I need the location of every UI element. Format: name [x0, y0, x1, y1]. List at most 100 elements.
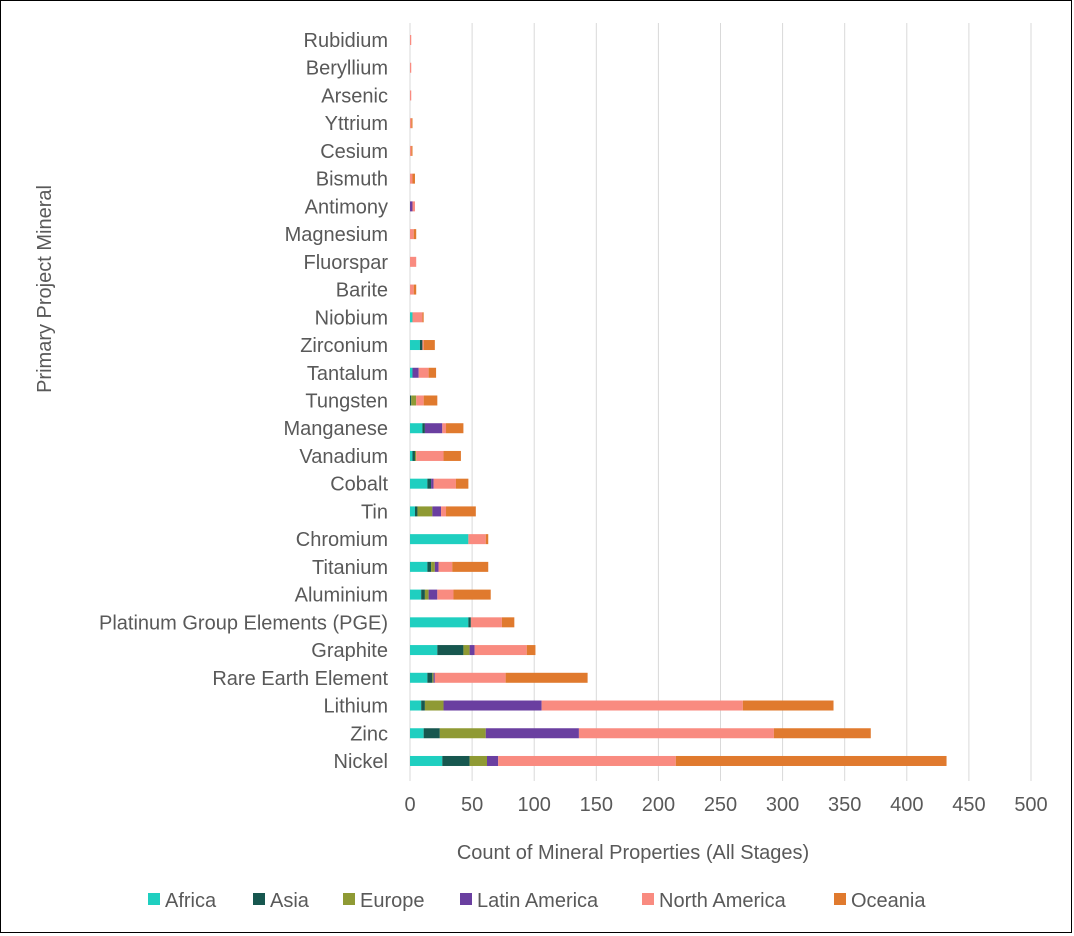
bar-segment-africa	[410, 478, 428, 489]
bar-segment-oceania	[411, 118, 413, 129]
bar-segment-north-america	[412, 312, 423, 323]
bar-segment-oceania	[452, 561, 489, 572]
category-label: Magnesium	[285, 224, 388, 246]
bar-segment-oceania	[485, 534, 489, 545]
category-label: Rubidium	[304, 30, 388, 52]
legend-swatch	[343, 893, 355, 905]
category-label: Fluorspar	[304, 252, 389, 274]
bar-segment-north-america	[468, 534, 486, 545]
category-label: Antimony	[305, 196, 388, 218]
bar-segment-europe	[463, 645, 470, 656]
bar-segment-oceania	[446, 506, 476, 517]
category-label: Graphite	[311, 640, 388, 662]
bar-segment-oceania	[411, 145, 413, 156]
bar-segment-oceania	[428, 367, 437, 378]
category-label: Lithium	[324, 696, 388, 718]
legend-label: Latin America	[477, 890, 599, 912]
bar-segment-oceania	[501, 617, 515, 628]
bar-segment-north-america	[410, 173, 413, 184]
bars	[410, 35, 947, 766]
bar-segment-north-america	[474, 645, 527, 656]
bar-segment-north-america	[410, 284, 414, 295]
bar-segment-latin-america	[424, 423, 443, 434]
bar-segment-africa	[410, 534, 469, 545]
x-tick-label: 300	[766, 794, 799, 816]
category-label: Tantalum	[307, 363, 388, 385]
bar-segment-oceania	[773, 728, 871, 739]
x-tick-label: 500	[1014, 794, 1047, 816]
bar-segment-europe	[417, 506, 433, 517]
category-label: Yttrium	[325, 113, 388, 135]
category-label: Chromium	[296, 529, 388, 551]
bar-segment-north-america	[410, 118, 412, 129]
bar-segment-north-america	[416, 450, 444, 461]
legend-label: Europe	[360, 890, 425, 912]
category-label: Arsenic	[321, 85, 388, 107]
bar-segment-oceania	[413, 284, 417, 295]
legend: Africa Asia Europe Latin America North Ameri…	[148, 890, 926, 912]
x-axis-title: Count of Mineral Properties (All Stages)	[457, 842, 809, 864]
bar-segment-north-america	[438, 561, 453, 572]
bar-segment-europe	[424, 700, 444, 711]
gridlines	[409, 23, 1032, 781]
bar-segment-north-america	[412, 201, 415, 212]
x-tick-label: 350	[828, 794, 861, 816]
bar-segment-north-america	[410, 229, 414, 240]
bar-segment-oceania	[505, 672, 588, 683]
bar-segment-latin-america	[412, 367, 419, 378]
bar-segment-africa	[410, 506, 415, 517]
bar-segment-latin-america	[434, 561, 439, 572]
category-label: Platinum Group Elements (PGE)	[99, 612, 388, 634]
bar-segment-north-america	[410, 256, 417, 267]
bar-segment-asia	[423, 728, 440, 739]
category-label: Vanadium	[299, 446, 388, 468]
legend-swatch	[460, 893, 472, 905]
bar-segment-europe	[432, 672, 434, 683]
x-tick-label: 0	[404, 794, 415, 816]
category-label: Bismuth	[316, 169, 388, 191]
bar-segment-north-america	[541, 700, 743, 711]
bar-segment-asia	[437, 645, 464, 656]
bar-segment-latin-america	[487, 755, 499, 766]
bar-segment-africa	[410, 589, 422, 600]
bar-segment-asia	[419, 340, 423, 351]
category-label: Manganese	[283, 418, 388, 440]
bar-segment-latin-america	[469, 645, 475, 656]
bar-segment-oceania	[675, 755, 947, 766]
bar-segment-latin-america	[433, 672, 435, 683]
category-labels: Rubidium Beryllium Arsenic Yttrium Cesium Bis…	[99, 30, 388, 773]
bar-segment-europe	[424, 589, 429, 600]
category-label: Nickel	[334, 751, 388, 773]
bar-segment-europe	[469, 755, 488, 766]
legend-swatch	[253, 893, 265, 905]
category-label: Cobalt	[330, 474, 388, 496]
legend-label: Asia	[270, 890, 310, 912]
bar-segment-africa	[410, 561, 428, 572]
bar-segment-africa	[410, 450, 413, 461]
legend-swatch	[148, 893, 160, 905]
bar-segment-africa	[410, 367, 413, 378]
bar-segment-north-america	[437, 589, 454, 600]
bar-segment-asia	[410, 395, 412, 406]
bar-segment-latin-america	[443, 700, 542, 711]
bar-segment-oceania	[412, 173, 415, 184]
y-axis-title: Primary Project Mineral	[34, 185, 56, 393]
bar-segment-asia	[468, 617, 471, 628]
legend-swatch	[642, 893, 654, 905]
legend-label: Oceania	[851, 890, 926, 912]
bar-segment-north-america	[418, 367, 429, 378]
bar-segment-africa	[410, 340, 420, 351]
x-tick-label: 200	[642, 794, 675, 816]
bar-segment-africa	[410, 312, 413, 323]
bar-segment-north-america	[442, 423, 447, 434]
bar-segment-asia	[421, 589, 425, 600]
legend-label: Africa	[165, 890, 217, 912]
bar-segment-africa	[410, 423, 423, 434]
bar-segment-asia	[442, 755, 470, 766]
bar-segment-north-america	[410, 145, 412, 156]
bar-segment-asia	[422, 423, 425, 434]
bar-segment-africa	[410, 617, 469, 628]
category-label: Cesium	[320, 141, 388, 163]
bar-segment-asia	[427, 478, 432, 489]
